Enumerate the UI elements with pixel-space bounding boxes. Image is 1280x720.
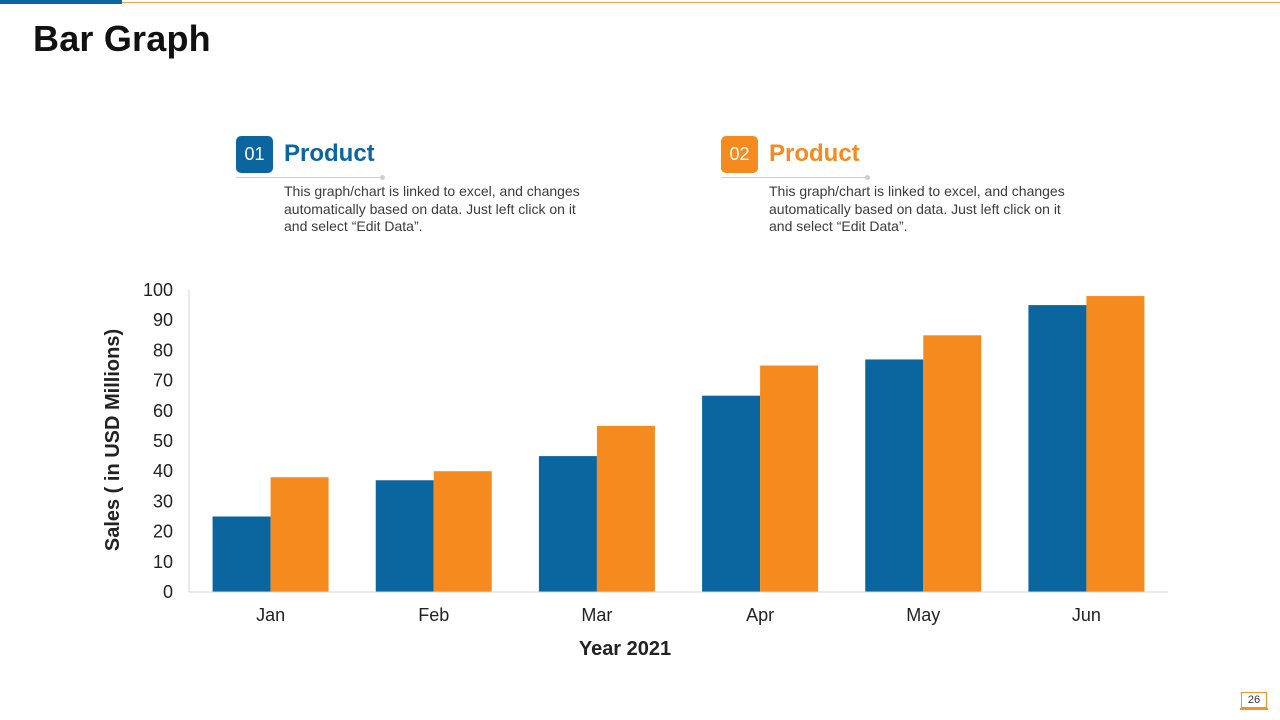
y-tick-label: 60 bbox=[153, 401, 173, 421]
legend-product-name: Product bbox=[769, 140, 860, 167]
legend-description: This graph/chart is linked to excel, and… bbox=[284, 183, 580, 234]
y-tick-label: 30 bbox=[153, 491, 173, 511]
y-tick-label: 90 bbox=[153, 310, 173, 330]
bar-product-2-apr bbox=[760, 365, 819, 592]
legend-item-product-2: 02 Product This graph/chart is linked to… bbox=[721, 136, 1065, 246]
bar-product-1-jun bbox=[1028, 305, 1087, 592]
y-tick-label: 40 bbox=[153, 461, 173, 481]
legend-number-badge: 02 bbox=[721, 136, 758, 173]
bar-product-2-jun bbox=[1086, 296, 1145, 592]
x-axis-title: Year 2021 bbox=[579, 638, 671, 660]
y-axis-title: Sales ( in USD Millions) bbox=[102, 329, 124, 551]
y-tick-label: 50 bbox=[153, 431, 173, 451]
x-tick-label: Mar bbox=[581, 605, 612, 625]
bar-product-1-mar bbox=[538, 456, 597, 592]
y-tick-label: 100 bbox=[143, 280, 173, 300]
x-tick-label: Jun bbox=[1072, 605, 1101, 625]
x-tick-label: Apr bbox=[746, 605, 774, 625]
top-accent-line bbox=[122, 2, 1280, 3]
y-tick-label: 70 bbox=[153, 371, 173, 391]
x-tick-label: Feb bbox=[418, 605, 449, 625]
bar-product-1-feb bbox=[375, 480, 434, 592]
bar-product-1-jan bbox=[212, 516, 271, 592]
page-number-badge: 26 bbox=[1240, 692, 1268, 711]
chart-bars bbox=[212, 296, 1145, 592]
bar-product-1-apr bbox=[702, 395, 761, 592]
legend-product-name: Product bbox=[284, 140, 375, 167]
page-number: 26 bbox=[1241, 692, 1267, 708]
x-tick-label: Jan bbox=[256, 605, 285, 625]
legend-divider-dot bbox=[865, 175, 870, 180]
legend-number-badge: 01 bbox=[236, 136, 273, 173]
legend-description: This graph/chart is linked to excel, and… bbox=[769, 183, 1065, 234]
top-accent-bar bbox=[0, 0, 122, 4]
page-badge-base bbox=[1240, 708, 1268, 710]
x-tick-label: May bbox=[906, 605, 940, 625]
bar-product-2-may bbox=[923, 335, 982, 592]
x-axis-ticks: Jan Feb Mar Apr May Jun bbox=[256, 605, 1101, 625]
bar-product-2-jan bbox=[270, 477, 329, 592]
legend-divider bbox=[721, 177, 867, 178]
y-tick-label: 20 bbox=[153, 522, 173, 542]
bar-product-2-feb bbox=[433, 471, 492, 592]
y-axis-ticks: 0 10 20 30 40 50 60 70 80 90 100 bbox=[143, 280, 173, 602]
legend-divider-dot bbox=[380, 175, 385, 180]
y-tick-label: 0 bbox=[163, 582, 173, 602]
y-tick-label: 10 bbox=[153, 552, 173, 572]
bar-product-2-mar bbox=[596, 425, 655, 592]
bar-product-1-may bbox=[865, 359, 924, 592]
page-title: Bar Graph bbox=[33, 18, 211, 59]
y-tick-label: 80 bbox=[153, 340, 173, 360]
legend-divider bbox=[236, 177, 382, 178]
legend-item-product-1: 01 Product This graph/chart is linked to… bbox=[236, 136, 580, 246]
